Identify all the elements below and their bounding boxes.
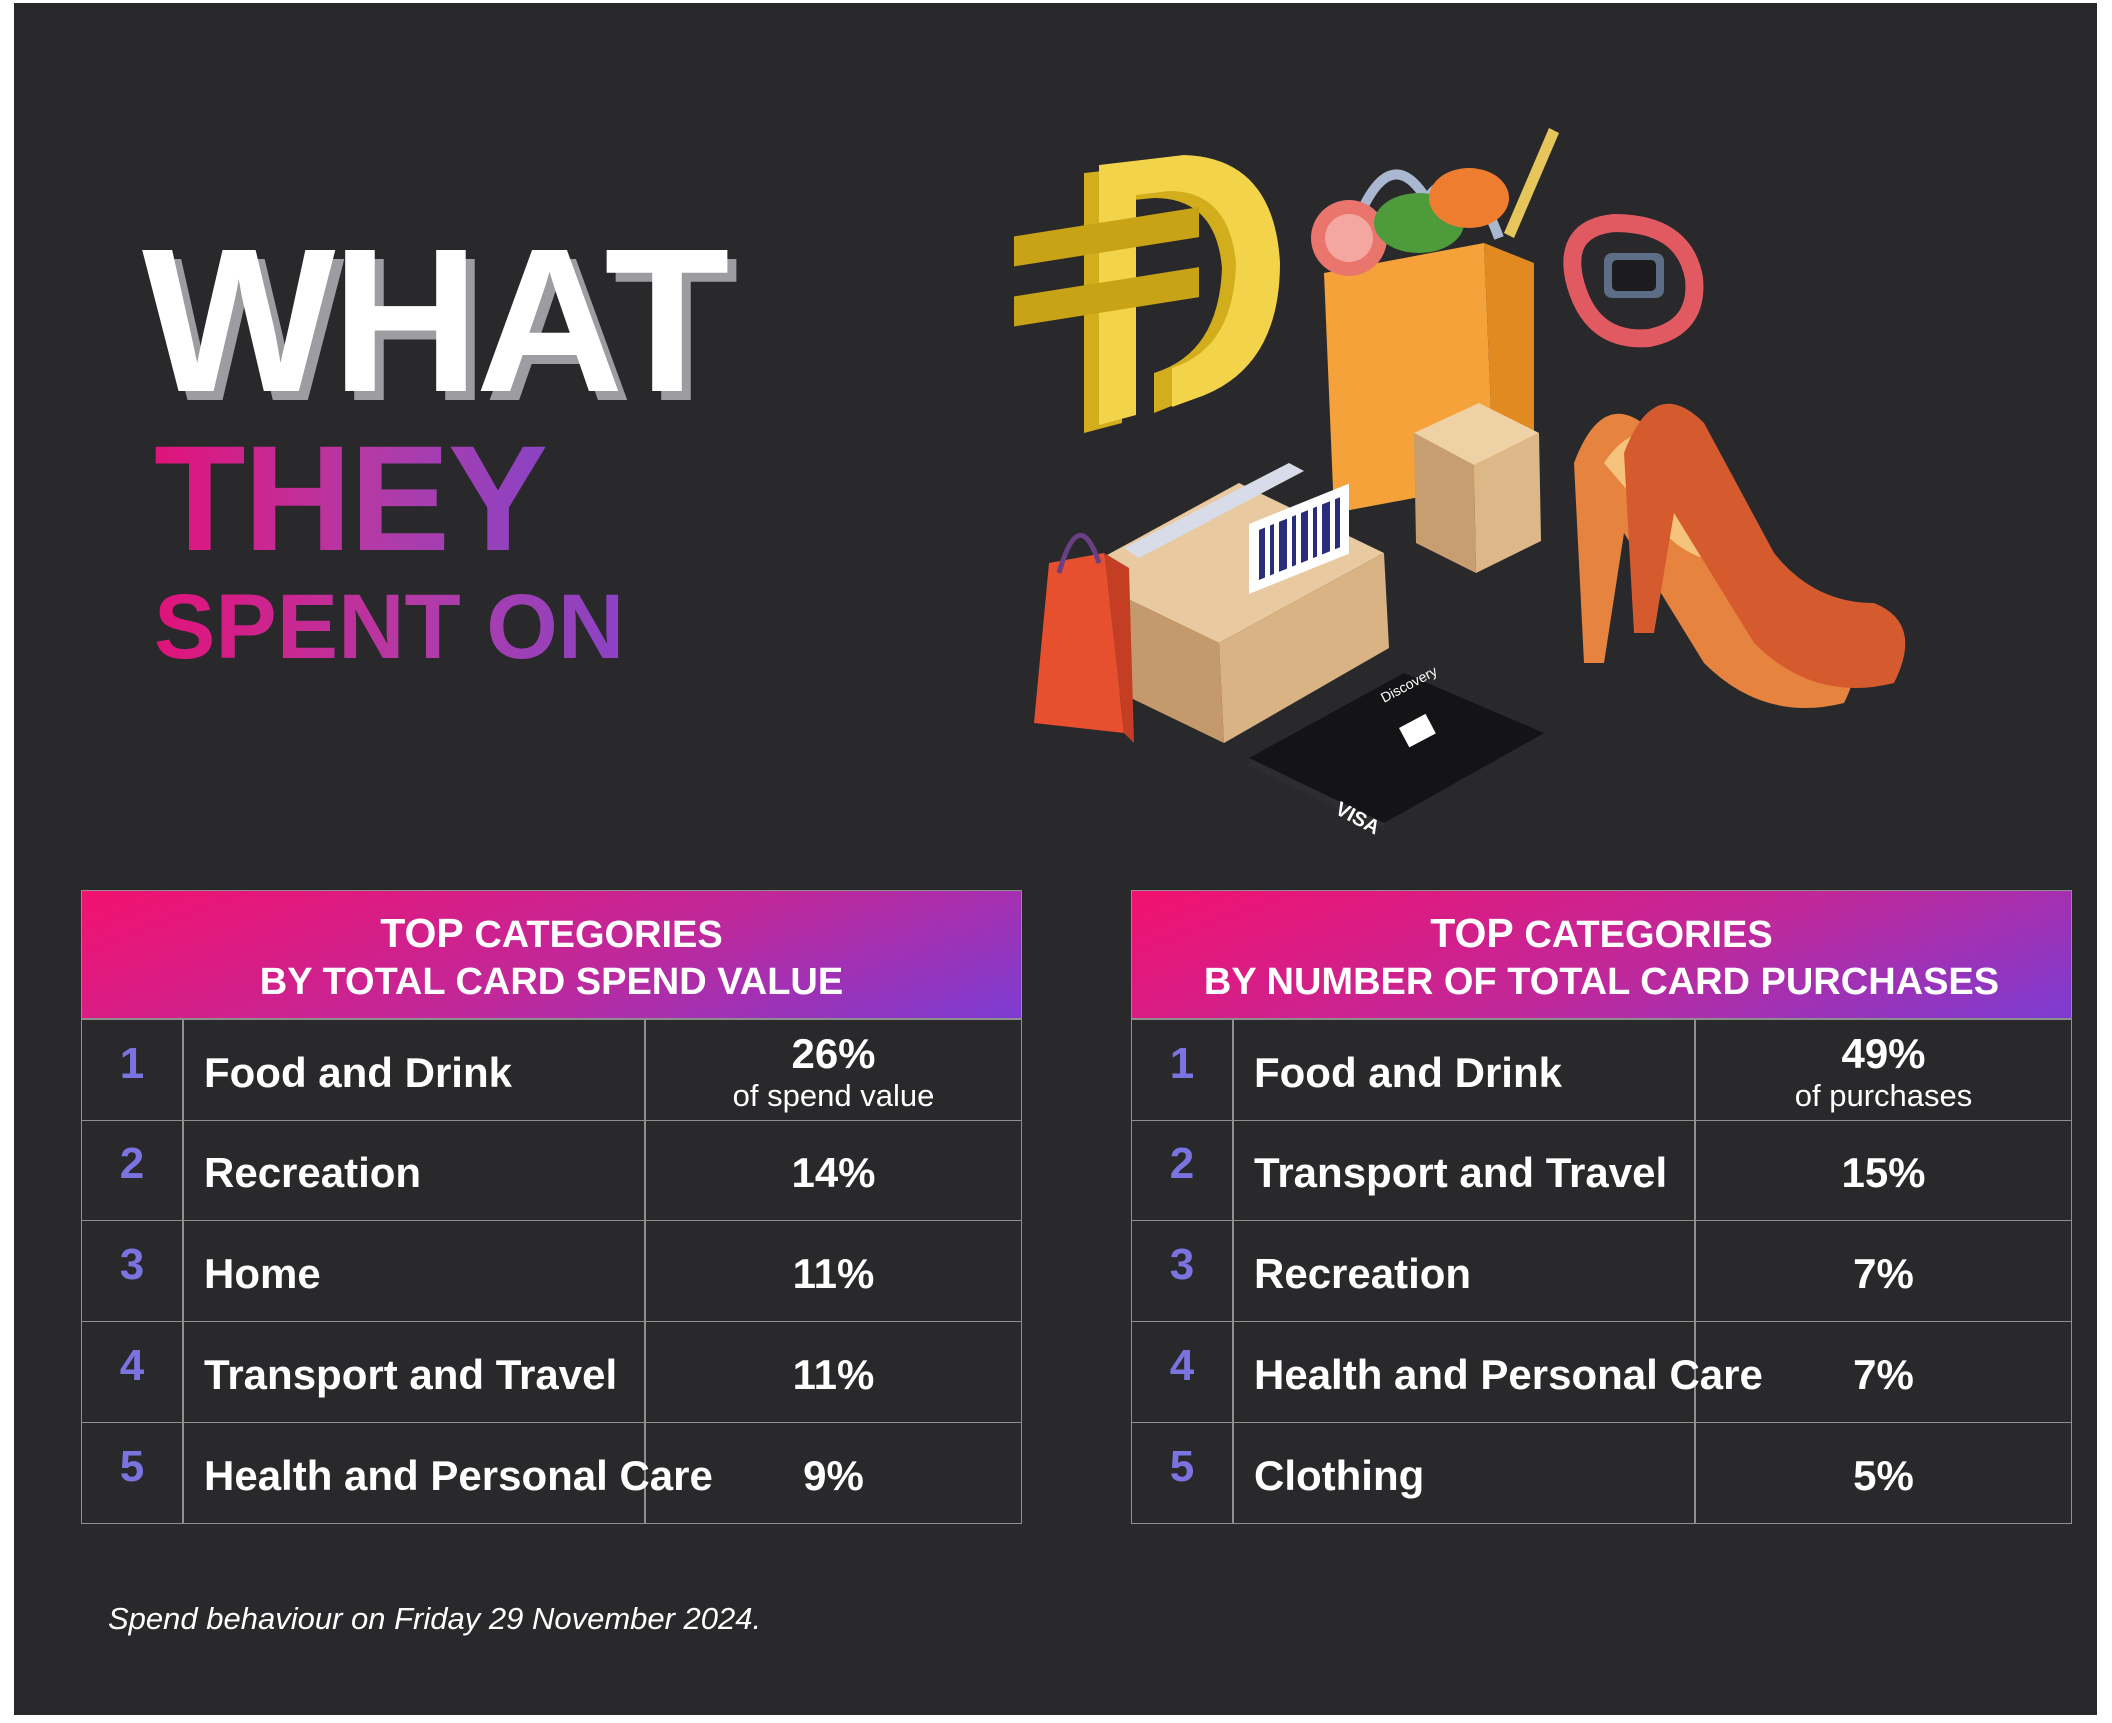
category-percentage: 11% [792, 1351, 875, 1398]
table-row: 3 Recreation 7% [1131, 1221, 2072, 1322]
rank-number: 1 [1169, 1039, 1195, 1088]
category-percentage: 5% [1853, 1452, 1914, 1499]
category-percentage: 49% [1841, 1030, 1926, 1077]
header-top-word: TOP [1430, 910, 1514, 956]
table-body: 1 Food and Drink 49% of purchases 2 Trans… [1131, 1019, 2072, 1531]
rank-number: 4 [119, 1341, 145, 1390]
category-percentage: 14% [791, 1149, 876, 1196]
rank-number: 5 [1169, 1442, 1195, 1491]
shopping-illustration: Discovery VISA [1014, 128, 1906, 839]
category-percentage: 11% [792, 1250, 875, 1297]
category-name: Health and Personal Care [1254, 1351, 1763, 1398]
category-percentage: 9% [803, 1452, 864, 1499]
table-body: 1 Food and Drink 26% of spend value 2 Rec… [81, 1019, 1022, 1531]
footnote: Spend behaviour on Friday 29 November 20… [108, 1601, 762, 1636]
smartwatch-icon [1563, 213, 1704, 348]
category-name: Transport and Travel [204, 1351, 618, 1398]
infographic-panel: WHAT THEY SPENT ON [14, 3, 2097, 1715]
table-row: 4 Health and Personal Care 7% [1131, 1322, 2072, 1423]
dirham-currency-icon [1014, 155, 1280, 433]
headline-what: WHAT [142, 206, 730, 435]
category-name: Recreation [1254, 1250, 1472, 1297]
category-percentage: 7% [1853, 1250, 1914, 1297]
category-percentage: 15% [1841, 1149, 1926, 1196]
small-box-icon [1414, 403, 1541, 573]
headline-spent-on: SPENT ON [154, 576, 625, 678]
table-row: 2 Transport and Travel 15% [1131, 1120, 2072, 1221]
table-row: 1 Food and Drink 26% of spend value [81, 1019, 1022, 1121]
rank-number: 1 [119, 1039, 145, 1088]
category-percentage: 26% [791, 1030, 876, 1077]
category-percentage: 7% [1853, 1351, 1914, 1398]
category-name: Recreation [204, 1149, 422, 1196]
category-name: Health and Personal Care [204, 1452, 713, 1499]
category-name: Clothing [1254, 1452, 1425, 1499]
spend-value-table-header: TOP CATEGORIES BY TOTAL CARD SPEND VALUE [81, 890, 1022, 1019]
header-subtitle: BY TOTAL CARD SPEND VALUE [259, 961, 844, 1003]
table-row: 2 Recreation 14% [81, 1120, 1022, 1221]
purchase-count-table-header: TOP CATEGORIES BY NUMBER OF TOTAL CARD P… [1131, 890, 2072, 1019]
header-top-word: TOP [380, 910, 464, 956]
header-categories-word: CATEGORIES [463, 914, 723, 956]
category-name: Food and Drink [204, 1049, 512, 1096]
purchase-count-table: TOP CATEGORIES BY NUMBER OF TOTAL CARD P… [1131, 890, 2072, 1531]
table-row: 3 Home 11% [81, 1221, 1022, 1322]
table-row: 5 Clothing 5% [1131, 1423, 2072, 1524]
rank-number: 2 [1169, 1139, 1195, 1188]
rank-number: 3 [119, 1240, 145, 1289]
headline-they: THEY [154, 414, 548, 582]
rank-number: 2 [119, 1139, 145, 1188]
rank-number: 5 [119, 1442, 145, 1491]
high-heel-shoes-icon [1574, 403, 1906, 708]
rank-number: 4 [1169, 1341, 1195, 1390]
spend-value-table: TOP CATEGORIES BY TOTAL CARD SPEND VALUE… [81, 890, 1022, 1531]
category-name: Home [204, 1250, 321, 1297]
percentage-caption: of spend value [732, 1078, 935, 1113]
category-name: Transport and Travel [1254, 1149, 1668, 1196]
table-row: 4 Transport and Travel 11% [81, 1322, 1022, 1423]
category-name: Food and Drink [1254, 1049, 1562, 1096]
table-row: 5 Health and Personal Care 9% [81, 1423, 1022, 1524]
percentage-caption: of purchases [1794, 1078, 1973, 1113]
table-row: 1 Food and Drink 49% of purchases [1131, 1019, 2072, 1121]
rank-number: 3 [1169, 1240, 1195, 1289]
header-categories-word: CATEGORIES [1513, 914, 1773, 956]
header-subtitle: BY NUMBER OF TOTAL CARD PURCHASES [1203, 961, 2000, 1003]
shopping-bag-icon [1034, 532, 1134, 743]
headline: WHAT THEY SPENT ON [14, 3, 914, 703]
